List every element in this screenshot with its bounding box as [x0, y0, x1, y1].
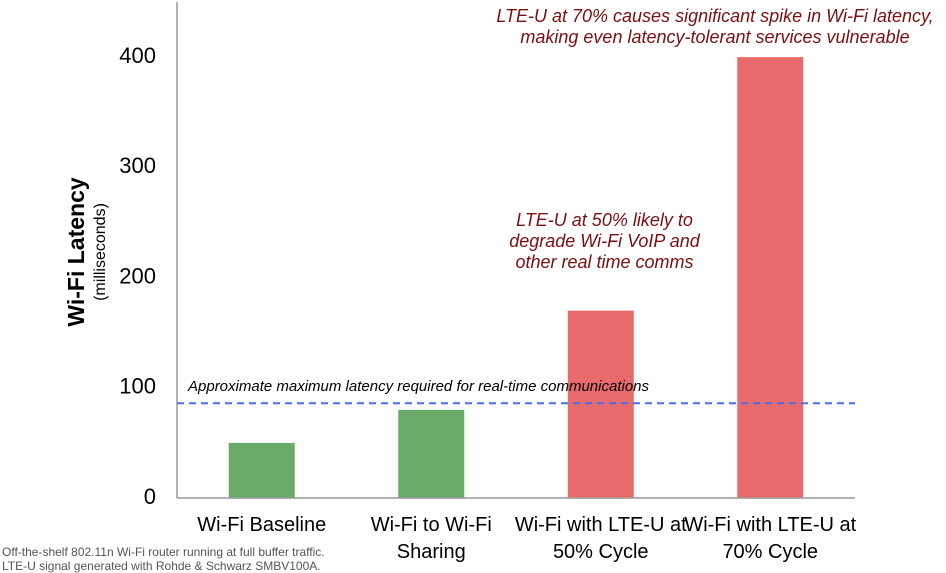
- annotation: LTE-U at 50% likely to degrade Wi-Fi VoI…: [509, 210, 700, 272]
- annotation: LTE-U at 70% causes significant spike in…: [496, 6, 934, 47]
- y-axis-title: Wi-Fi Latency: [63, 177, 89, 327]
- x-tick-label: Wi-Fi with LTE-U at 70% Cycle: [684, 514, 857, 563]
- y-axis-subtitle: (milliseconds): [92, 203, 109, 301]
- bar: [567, 310, 634, 498]
- reference-label: Approximate maximum latency required for…: [187, 378, 650, 395]
- x-tick-label: Wi-Fi to Wi-Fi Sharing: [370, 514, 492, 563]
- y-tick-label: 100: [119, 374, 156, 399]
- y-tick-label: 200: [119, 263, 156, 288]
- y-tick-label: 400: [119, 43, 156, 68]
- x-tick-label: Wi-Fi Baseline: [197, 514, 327, 536]
- bar: [228, 442, 295, 498]
- bar: [398, 409, 465, 498]
- footnote: LTE-U signal generated with Rohde & Schw…: [2, 559, 321, 573]
- footnote: Off-the-shelf 802.11n Wi-Fi router runni…: [2, 545, 325, 559]
- y-tick-label: 300: [119, 153, 156, 178]
- x-tick-label: Wi-Fi with LTE-U at 50% Cycle: [514, 514, 687, 563]
- y-tick-label: 0: [144, 484, 156, 509]
- bar: [737, 57, 804, 498]
